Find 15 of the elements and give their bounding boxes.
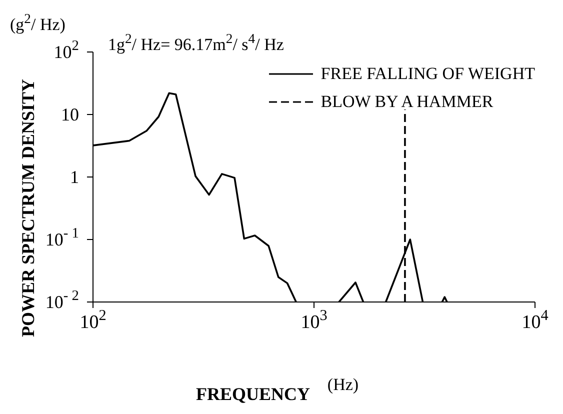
text: (g$^{2}$/ Hz) — [10, 10, 66, 34]
annotation: 1g$^{2}$/ Hz= 96.17m$^{2}$/ s$^{4}$/ Hz — [108, 30, 284, 54]
y-tick-label: 10$^{- 2}$ — [45, 288, 79, 312]
y-axis-title: POWER SPECTRUM DENSITY — [18, 78, 38, 338]
x-tick-label: 10$^{4}$ — [522, 306, 549, 333]
y-tick-label: 10$^{2}$ — [54, 38, 79, 62]
legend-label: FREE FALLING OF WEIGHT — [320, 64, 535, 84]
y-tick-label: 10 — [61, 104, 79, 124]
y-tick-label: 1 — [70, 167, 79, 187]
x-axis-title: FREQUENCY — [196, 384, 310, 404]
x-tick-label: 10$^{2}$ — [80, 306, 106, 333]
x-tick-label: 10$^{3}$ — [300, 306, 328, 333]
text: (Hz) — [327, 375, 359, 394]
legend-label: BLOW BY A HAMMER — [320, 92, 494, 112]
y-tick-label: 10$^{- 1}$ — [45, 226, 79, 250]
